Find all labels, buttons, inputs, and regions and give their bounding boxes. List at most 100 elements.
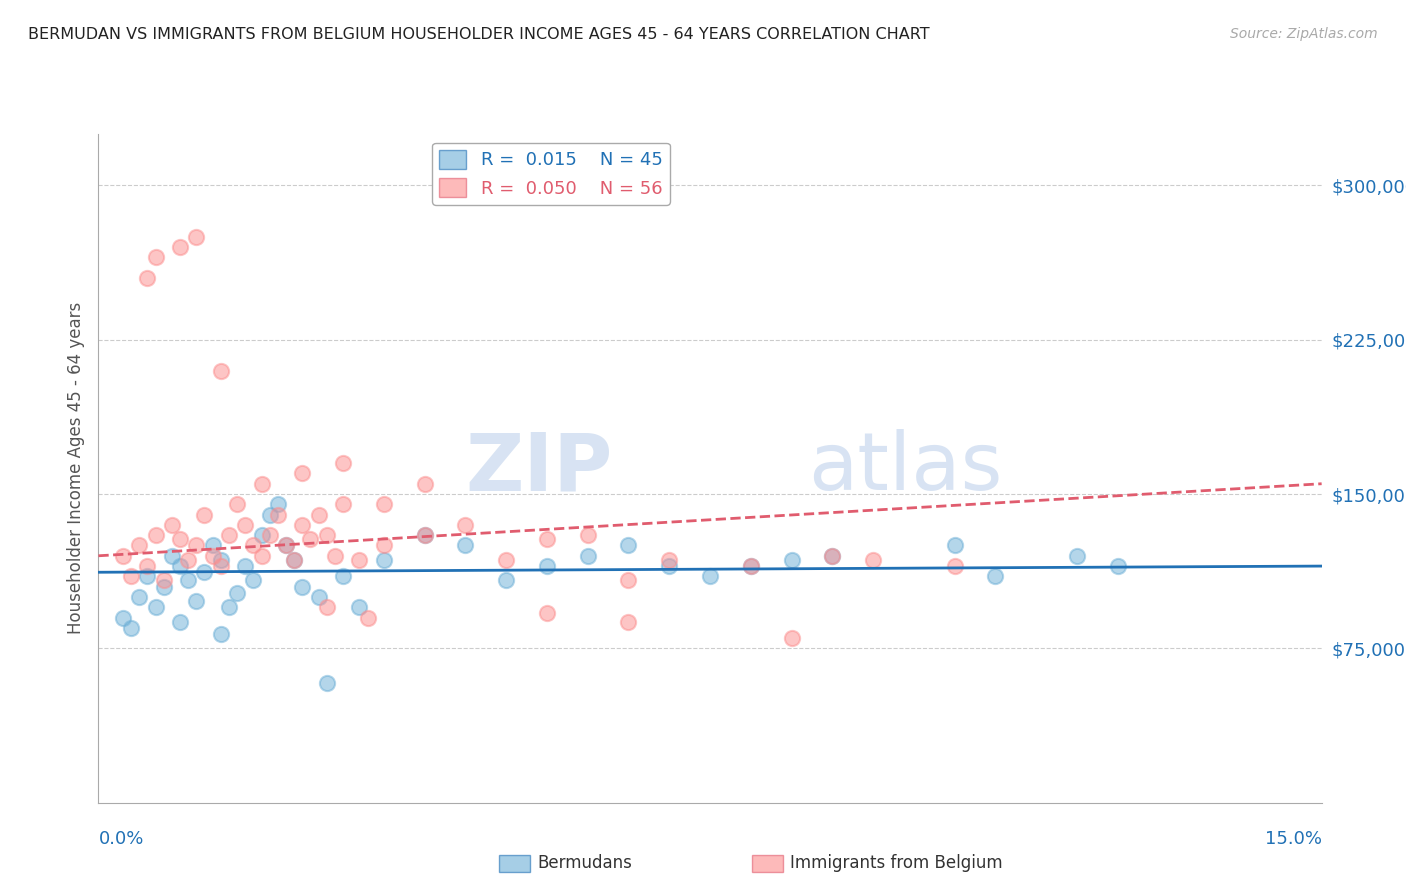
Legend: R =  0.015    N = 45, R =  0.050    N = 56: R = 0.015 N = 45, R = 0.050 N = 56: [432, 143, 669, 205]
Point: [536, 559, 558, 574]
Point: [862, 553, 884, 567]
Point: [332, 456, 354, 470]
Point: [177, 574, 200, 588]
Point: [160, 549, 183, 563]
Point: [186, 229, 208, 244]
Point: [209, 553, 232, 567]
Point: [373, 497, 395, 511]
Point: [128, 539, 150, 553]
Point: [291, 467, 314, 481]
Point: [169, 240, 191, 254]
Point: [699, 569, 721, 583]
Point: [111, 549, 134, 563]
Point: [267, 497, 290, 511]
Point: [495, 553, 517, 567]
Point: [984, 569, 1007, 583]
Point: [233, 559, 256, 574]
Text: 0.0%: 0.0%: [98, 830, 143, 847]
Point: [332, 569, 354, 583]
Point: [209, 627, 232, 641]
Point: [209, 559, 232, 574]
Point: [145, 528, 167, 542]
Point: [308, 508, 330, 522]
Text: Bermudans: Bermudans: [537, 855, 631, 872]
Point: [242, 574, 264, 588]
Point: [495, 574, 517, 588]
Point: [943, 559, 966, 574]
Point: [617, 574, 640, 588]
Point: [145, 250, 167, 264]
Point: [226, 497, 249, 511]
Point: [821, 549, 844, 563]
Point: [291, 580, 314, 594]
Point: [413, 528, 436, 542]
Point: [1107, 559, 1129, 574]
Point: [274, 539, 297, 553]
Point: [413, 528, 436, 542]
Point: [250, 528, 273, 542]
Point: [536, 607, 558, 621]
Text: Immigrants from Belgium: Immigrants from Belgium: [790, 855, 1002, 872]
Point: [821, 549, 844, 563]
Point: [576, 549, 599, 563]
Point: [658, 559, 681, 574]
Point: [120, 621, 142, 635]
Point: [186, 594, 208, 608]
Point: [111, 610, 134, 624]
Point: [454, 517, 477, 532]
Point: [152, 574, 174, 588]
Point: [943, 539, 966, 553]
Point: [349, 600, 371, 615]
Point: [315, 528, 337, 542]
Point: [1066, 549, 1088, 563]
Point: [617, 539, 640, 553]
Point: [233, 517, 256, 532]
Point: [356, 610, 378, 624]
Point: [291, 517, 314, 532]
Point: [658, 553, 681, 567]
Point: [152, 580, 174, 594]
Point: [259, 508, 281, 522]
Point: [160, 517, 183, 532]
Point: [373, 539, 395, 553]
Point: [128, 590, 150, 604]
Point: [218, 528, 240, 542]
Point: [267, 508, 290, 522]
Point: [201, 549, 224, 563]
Point: [186, 539, 208, 553]
Text: 15.0%: 15.0%: [1264, 830, 1322, 847]
Point: [740, 559, 762, 574]
Point: [209, 363, 232, 377]
Point: [169, 533, 191, 547]
Point: [308, 590, 330, 604]
Point: [315, 600, 337, 615]
Point: [145, 600, 167, 615]
Point: [740, 559, 762, 574]
Point: [536, 533, 558, 547]
Point: [332, 497, 354, 511]
Point: [250, 549, 273, 563]
Point: [259, 528, 281, 542]
Y-axis label: Householder Income Ages 45 - 64 years: Householder Income Ages 45 - 64 years: [66, 302, 84, 634]
Point: [250, 476, 273, 491]
Text: Source: ZipAtlas.com: Source: ZipAtlas.com: [1230, 27, 1378, 41]
Point: [454, 539, 477, 553]
Point: [315, 676, 337, 690]
Point: [242, 539, 264, 553]
Point: [136, 559, 159, 574]
Point: [780, 631, 803, 645]
Point: [169, 559, 191, 574]
Point: [323, 549, 346, 563]
Point: [349, 553, 371, 567]
Point: [283, 553, 305, 567]
Point: [299, 533, 322, 547]
Point: [274, 539, 297, 553]
Point: [218, 600, 240, 615]
Point: [226, 586, 249, 600]
Point: [413, 476, 436, 491]
Point: [283, 553, 305, 567]
Point: [193, 508, 215, 522]
Point: [136, 569, 159, 583]
Point: [576, 528, 599, 542]
Point: [201, 539, 224, 553]
